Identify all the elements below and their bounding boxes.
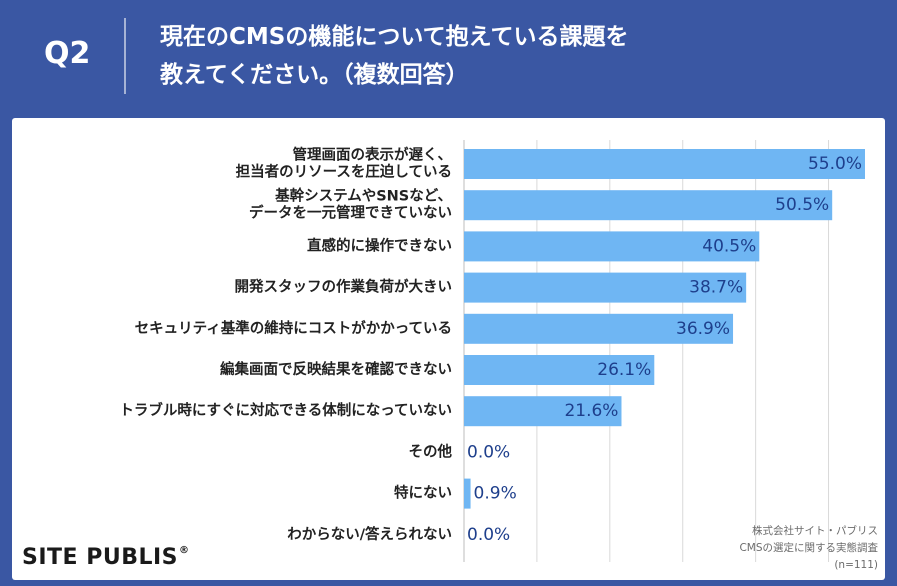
bar-2 bbox=[464, 231, 760, 262]
value-label-3: 38.7% bbox=[689, 278, 743, 298]
source-note: 株式会社サイト・パブリス CMSの選定に関する実態調査 (n=111) bbox=[658, 523, 878, 574]
bar-0 bbox=[464, 149, 865, 179]
source-sample-size: (n=111) bbox=[834, 559, 878, 571]
category-label-2: 直感的に操作できない bbox=[307, 236, 452, 254]
value-label-8: 0.9% bbox=[474, 484, 517, 504]
category-label-7: その他 bbox=[409, 442, 453, 460]
header-divider bbox=[124, 18, 126, 94]
category-label-1: 基幹システムやSNSなど、データを一元管理できていない bbox=[249, 187, 452, 222]
bar-4 bbox=[464, 313, 734, 344]
registered-mark: ® bbox=[179, 545, 190, 556]
value-label-5: 26.1% bbox=[597, 360, 651, 380]
bar-8 bbox=[464, 478, 471, 509]
category-label-9: わからない/答えられない bbox=[287, 525, 452, 543]
value-label-7: 0.0% bbox=[467, 442, 510, 462]
value-label-1: 50.5% bbox=[775, 195, 829, 215]
question-title-line-2: 教えてください。（複数回答） bbox=[160, 62, 469, 88]
value-label-4: 36.9% bbox=[676, 319, 730, 339]
source-survey: CMSの選定に関する実態調査 bbox=[739, 542, 878, 554]
category-label-4: セキュリティ基準の維持にコストがかかっている bbox=[135, 319, 452, 337]
value-label-9: 0.0% bbox=[467, 525, 510, 545]
bar-3 bbox=[464, 272, 747, 303]
question-title-line-1: 現在のCMSの機能について抱えている課題を bbox=[160, 24, 629, 50]
site-publis-logo: SITE PUBLIS® bbox=[22, 545, 190, 570]
bar-6 bbox=[464, 396, 622, 427]
category-label-0: 管理画面の表示が遅く、担当者のリソースを圧迫している bbox=[236, 146, 452, 181]
bar-chart: 55.0% 管理画面の表示が遅く、担当者のリソースを圧迫している 50.5% 基幹シス… bbox=[119, 140, 865, 562]
category-label-5: 編集画面で反映結果を確認できない bbox=[220, 360, 452, 378]
header: Q2 現在のCMSの機能について抱えている課題を 教えてください。（複数回答） bbox=[0, 0, 897, 118]
category-label-3: 開発スタッフの作業負荷が大きい bbox=[235, 278, 453, 296]
value-label-2: 40.5% bbox=[702, 236, 756, 256]
source-company: 株式会社サイト・パブリス bbox=[752, 525, 878, 537]
value-label-6: 21.6% bbox=[564, 401, 618, 421]
value-label-0: 55.0% bbox=[808, 154, 862, 174]
category-label-8: 特にない bbox=[394, 484, 452, 502]
question-number: Q2 bbox=[44, 36, 91, 71]
question-title: 現在のCMSの機能について抱えている課題を 教えてください。（複数回答） bbox=[160, 18, 860, 94]
chart-panel: 55.0% 管理画面の表示が遅く、担当者のリソースを圧迫している 50.5% 基幹シス… bbox=[12, 118, 885, 580]
bar-1 bbox=[464, 190, 833, 221]
bar-5 bbox=[464, 355, 655, 385]
logo-text: SITE PUBLIS bbox=[22, 545, 179, 570]
category-label-6: トラブル時にすぐに対応できる体制になっていない bbox=[119, 401, 452, 419]
